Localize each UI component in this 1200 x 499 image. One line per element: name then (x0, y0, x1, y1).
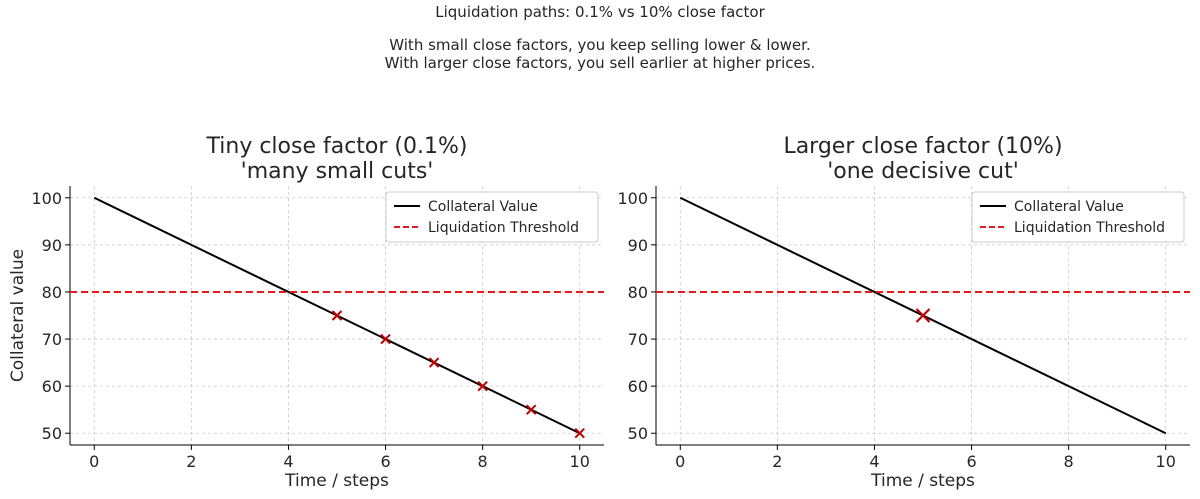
y-tick-label: 70 (42, 330, 62, 349)
suptitle-line-3: With larger close factors, you sell earl… (385, 54, 816, 72)
x-tick-label: 2 (772, 452, 782, 471)
liquidation-marker (331, 310, 343, 321)
chart-panel-larger-close-factor: Larger close factor (10%)'one decisive c… (617, 134, 1190, 491)
panel-title-line-1: 'one decisive cut' (827, 159, 1019, 184)
suptitle-line-2: With small close factors, you keep selli… (389, 36, 810, 54)
liquidation-marker (428, 357, 440, 368)
liquidation-marker-stroke-b (477, 380, 488, 392)
legend-box (971, 191, 1185, 243)
x-axis-label: Time / steps (284, 471, 389, 491)
y-tick-label: 60 (42, 377, 62, 396)
legend-box (385, 191, 599, 243)
y-tick-label: 60 (628, 377, 648, 396)
legend-label: Liquidation Threshold (1014, 220, 1165, 236)
panel-title-line-1: 'many small cuts' (241, 159, 434, 184)
chart-panel-tiny-close-factor: Tiny close factor (0.1%)'many small cuts… (8, 134, 604, 491)
x-tick-label: 10 (570, 452, 590, 471)
legend: Collateral Value Liquidation Threshold (971, 191, 1185, 243)
liquidation-marker (380, 333, 391, 345)
x-axis-label: Time / steps (870, 471, 975, 491)
legend: Collateral Value Liquidation Threshold (385, 191, 599, 243)
legend-label: Collateral Value (1014, 199, 1124, 215)
liquidation-marker-stroke-b (574, 428, 585, 439)
liquidation-marker-stroke-b (915, 308, 931, 323)
y-tick-label: 100 (31, 189, 62, 208)
panel-title-line-0: Larger close factor (10%) (783, 134, 1062, 159)
x-tick-label: 6 (966, 452, 976, 471)
figure-suptitle: Liquidation paths: 0.1% vs 10% close fac… (385, 3, 816, 72)
liquidation-marker-stroke-b (331, 310, 343, 321)
x-tick-label: 2 (186, 452, 196, 471)
x-tick-label: 8 (1064, 452, 1074, 471)
liquidation-marker-stroke-b (525, 404, 537, 415)
panel-title-line-0: Tiny close factor (0.1%) (206, 134, 468, 159)
liquidation-marker (477, 380, 488, 392)
suptitle-line-0: Liquidation paths: 0.1% vs 10% close fac… (435, 3, 765, 21)
x-tick-label: 8 (478, 452, 488, 471)
y-tick-label: 100 (617, 189, 648, 208)
y-tick-label: 70 (628, 330, 648, 349)
y-tick-label: 90 (628, 236, 648, 255)
x-tick-label: 4 (283, 452, 293, 471)
legend-label: Liquidation Threshold (428, 220, 579, 236)
x-tick-label: 6 (380, 452, 390, 471)
y-tick-label: 80 (42, 283, 62, 302)
liquidation-marker (525, 404, 537, 415)
liquidation-marker-stroke-b (380, 333, 391, 345)
x-tick-label: 0 (89, 452, 99, 471)
x-tick-label: 10 (1156, 452, 1176, 471)
liquidation-marker (915, 308, 931, 323)
y-tick-label: 80 (628, 283, 648, 302)
liquidation-marker (574, 428, 585, 439)
y-tick-label: 90 (42, 236, 62, 255)
y-tick-label: 50 (628, 424, 648, 443)
y-axis-label: Collateral value (8, 249, 28, 382)
x-tick-label: 4 (869, 452, 879, 471)
liquidation-marker-stroke-b (428, 357, 440, 368)
legend-label: Collateral Value (428, 199, 538, 215)
x-tick-label: 0 (675, 452, 685, 471)
y-tick-label: 50 (42, 424, 62, 443)
